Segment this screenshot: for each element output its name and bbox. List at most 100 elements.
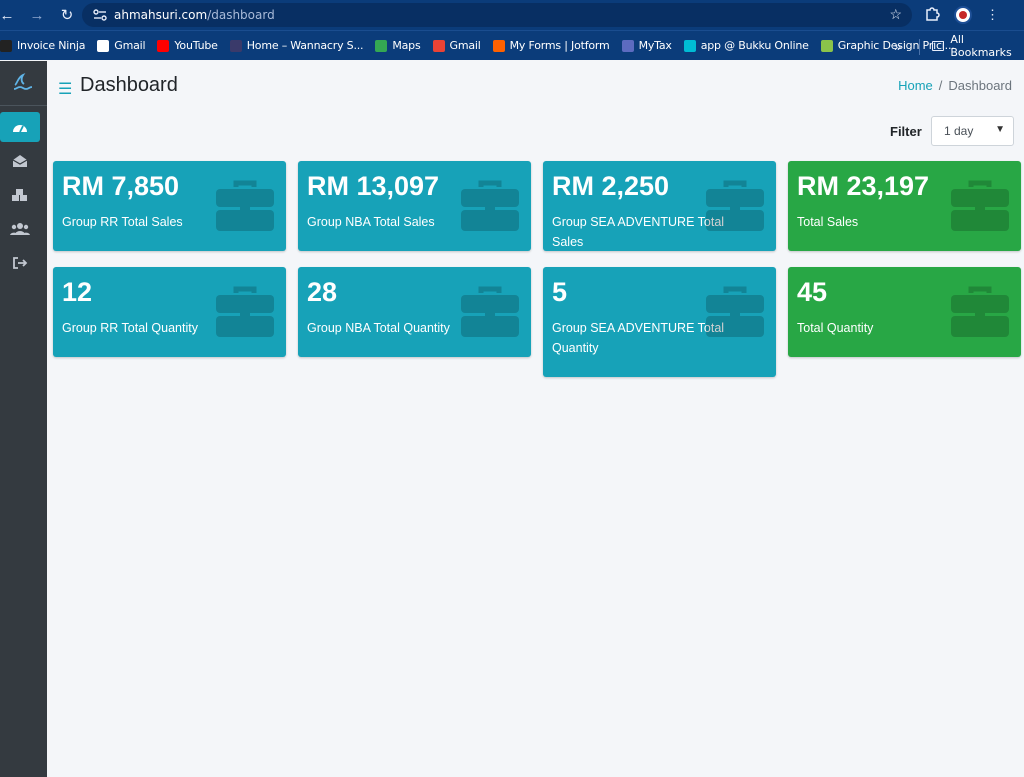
boxes-icon — [12, 189, 27, 201]
stat-value: RM 23,197 — [797, 171, 930, 201]
bookmark-favicon-icon — [157, 39, 170, 52]
bookmark-label: Gmail — [449, 39, 481, 52]
all-bookmarks-button[interactable]: All Bookmarks — [932, 31, 1024, 61]
profile-avatar[interactable] — [954, 6, 972, 24]
stat-card: 28 Group NBA Total Quantity — [298, 267, 531, 357]
stat-value: RM 2,250 — [552, 171, 670, 201]
briefcase-icon — [951, 285, 1009, 337]
briefcase-icon — [706, 285, 764, 337]
bookmark-item[interactable]: Invoice Ninja — [0, 35, 85, 57]
bookmark-label: MyTax — [638, 39, 672, 52]
sidebar — [0, 61, 47, 777]
stat-card: 45 Total Quantity — [788, 267, 1021, 357]
bookmark-item[interactable]: Graphic Design Prici... — [820, 35, 955, 57]
bookmark-label: Home – Wannacry S... — [246, 39, 364, 52]
main-content: ☰ Dashboard Home / Dashboard Filter 1 da… — [47, 61, 1024, 777]
stat-value: 5 — [552, 277, 568, 307]
forward-arrow-icon[interactable]: → — [29, 6, 45, 24]
address-bar[interactable]: ahmahsuri.com/dashboard ☆ — [82, 3, 912, 27]
sidebar-item-products[interactable] — [0, 180, 40, 210]
sidebar-item-logout[interactable] — [0, 248, 40, 278]
stat-value: RM 13,097 — [307, 171, 440, 201]
url-host: ahmahsuri.com — [114, 8, 208, 22]
breadcrumb-separator: / — [938, 78, 943, 93]
stat-card: 12 Group RR Total Quantity — [53, 267, 286, 357]
bookmark-label: app @ Bukku Online — [700, 39, 809, 52]
url-path: /dashboard — [207, 8, 275, 22]
chevron-down-icon: ▼ — [995, 124, 1005, 135]
dashboard-gauge-icon — [13, 125, 27, 133]
bookmark-star-icon[interactable]: ☆ — [889, 6, 902, 22]
stat-card: RM 7,850 Group RR Total Sales — [53, 161, 286, 251]
stat-label: Group SEA ADVENTURE Total Sales — [552, 215, 725, 249]
bookmark-label: Gmail — [114, 39, 146, 52]
bookmark-label: My Forms | Jotform — [509, 39, 610, 52]
page-title: Dashboard — [80, 74, 178, 96]
stat-value: 45 — [797, 277, 828, 307]
browser-actions: ⋮ — [925, 4, 999, 26]
reload-icon[interactable]: ↻ — [60, 7, 74, 24]
stat-value: RM 7,850 — [62, 171, 180, 201]
stat-card: RM 23,197 Total Sales — [788, 161, 1021, 251]
stat-value: 12 — [62, 277, 93, 307]
bookmark-favicon-icon — [97, 39, 110, 52]
brand-logo[interactable] — [0, 61, 47, 106]
stat-label: Group NBA Total Sales — [307, 215, 435, 229]
bookmark-item[interactable]: MyTax — [621, 35, 672, 57]
stat-value: 28 — [307, 277, 338, 307]
stat-label: Group SEA ADVENTURE Total Quantity — [552, 321, 725, 355]
bookmark-favicon-icon — [375, 39, 388, 52]
briefcase-icon — [216, 285, 274, 337]
bookmark-favicon-icon — [432, 39, 445, 52]
stat-card: RM 13,097 Group NBA Total Sales — [298, 161, 531, 251]
breadcrumb: Home / Dashboard — [898, 78, 1012, 93]
bookmark-favicon-icon — [683, 39, 696, 52]
stat-label: Group NBA Total Quantity — [307, 321, 450, 335]
bookmarks-divider — [919, 39, 920, 55]
bookmark-label: Maps — [392, 39, 421, 52]
folder-icon — [932, 41, 945, 51]
browser-menu-icon[interactable]: ⋮ — [986, 7, 999, 22]
stat-label: Total Quantity — [797, 321, 874, 335]
filter-label: Filter — [890, 124, 922, 139]
briefcase-icon — [706, 179, 764, 231]
bookmark-item[interactable]: Gmail — [97, 35, 146, 57]
url-text: ahmahsuri.com/dashboard — [114, 8, 275, 22]
bookmark-item[interactable]: app @ Bukku Online — [683, 35, 809, 57]
extensions-puzzle-icon[interactable] — [925, 6, 940, 24]
stat-label: Group RR Total Quantity — [62, 321, 198, 335]
bookmark-item[interactable]: Maps — [375, 35, 421, 57]
back-arrow-icon[interactable]: ← — [0, 6, 15, 24]
site-settings-icon[interactable] — [90, 9, 110, 21]
sidebar-item-dashboard[interactable] — [0, 112, 40, 142]
bookmark-item[interactable]: My Forms | Jotform — [492, 35, 610, 57]
sign-out-icon — [13, 257, 28, 269]
filter-select[interactable]: 1 day ▼ — [931, 116, 1014, 146]
bookmark-label: Graphic Design Prici... — [837, 39, 955, 52]
bookmark-favicon-icon — [229, 39, 242, 52]
bookmark-favicon-icon — [621, 39, 634, 52]
bookmark-favicon-icon — [0, 39, 12, 52]
stat-card: 5 Group SEA ADVENTURE Total Quantity — [543, 267, 776, 377]
breadcrumb-home-link[interactable]: Home — [898, 78, 933, 93]
menu-toggle-icon[interactable]: ☰ — [58, 81, 73, 98]
bookmark-label: YouTube — [174, 39, 218, 52]
bookmarks-bar: Invoice Ninja Gmail YouTube Home – Wannacry… — [0, 30, 1024, 60]
briefcase-icon — [461, 179, 519, 231]
bookmarks-overflow-icon[interactable]: » — [894, 38, 902, 54]
all-bookmarks-label: All Bookmarks — [950, 33, 1012, 59]
stat-label: Group RR Total Sales — [62, 215, 183, 229]
briefcase-icon — [461, 285, 519, 337]
stat-card: RM 2,250 Group SEA ADVENTURE Total Sales — [543, 161, 776, 251]
briefcase-icon — [216, 179, 274, 231]
stat-label: Total Sales — [797, 215, 859, 229]
bookmark-item[interactable]: Gmail — [432, 35, 481, 57]
browser-toolbar: ← → ↻ ahmahsuri.com/dashboard ☆ ⋮ — [0, 0, 1024, 30]
bookmark-item[interactable]: Home – Wannacry S... — [229, 35, 364, 57]
sidebar-item-messages[interactable] — [0, 146, 40, 176]
briefcase-icon — [951, 179, 1009, 231]
sidebar-item-users[interactable] — [0, 214, 40, 244]
bookmark-item[interactable]: YouTube — [157, 35, 218, 57]
bookmark-label: Invoice Ninja — [17, 39, 86, 52]
bookmark-favicon-icon — [820, 39, 833, 52]
